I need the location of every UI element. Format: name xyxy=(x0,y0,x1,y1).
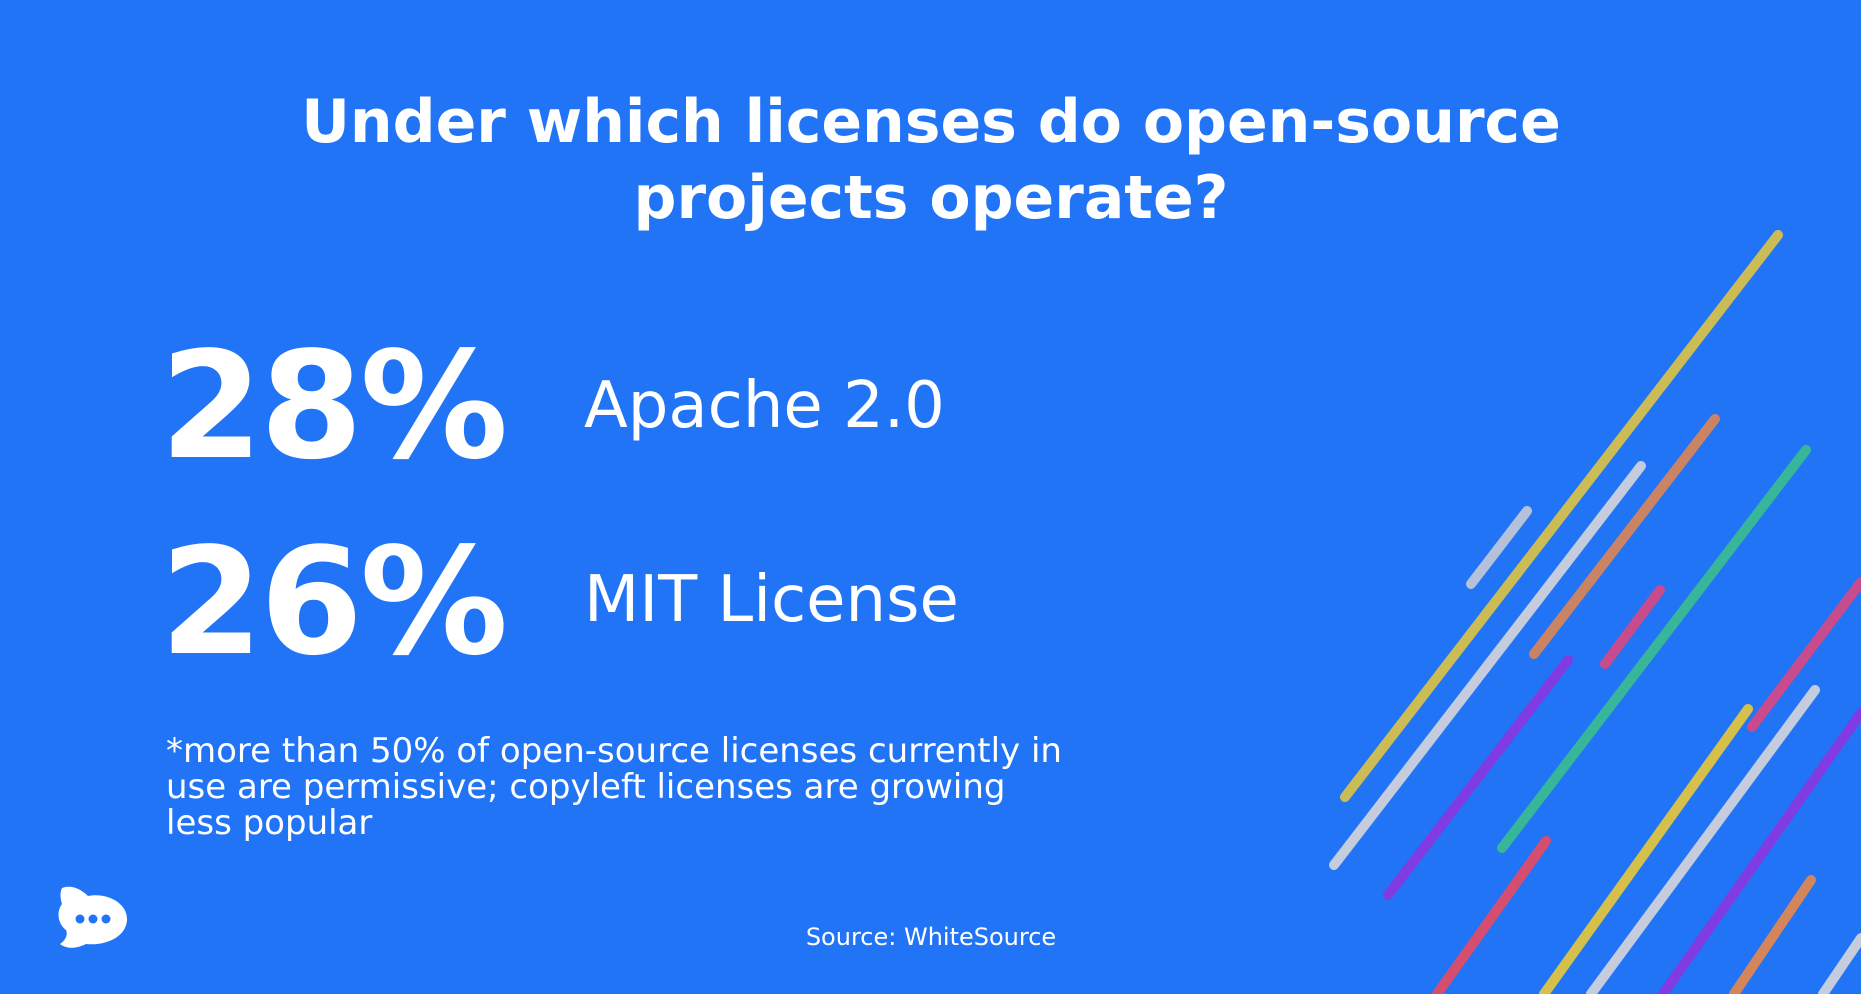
decorative-lines xyxy=(1329,230,1861,994)
logo-dot xyxy=(75,914,85,924)
deco-line xyxy=(1432,836,1551,994)
deco-line xyxy=(1586,685,1820,994)
footnote-line: less popular xyxy=(166,803,372,843)
stat-value: 28% xyxy=(160,320,505,492)
deco-line xyxy=(1329,461,1646,870)
stat-label: MIT License xyxy=(584,563,959,637)
title-line: Under which licenses do open-source xyxy=(301,87,1561,157)
source: Source: WhiteSource xyxy=(806,923,1056,951)
deco-line xyxy=(1818,933,1861,994)
deco-line xyxy=(1340,230,1783,802)
deco-line xyxy=(1497,445,1811,853)
deco-line xyxy=(1729,875,1816,994)
deco-line xyxy=(1539,704,1753,994)
title-line: projects operate? xyxy=(634,163,1229,233)
stat-label: Apache 2.0 xyxy=(584,369,945,443)
deco-line xyxy=(1658,708,1861,994)
deco-line xyxy=(1383,655,1573,900)
deco-line xyxy=(1600,585,1665,669)
logo-dot xyxy=(101,914,111,924)
logo-dot xyxy=(88,914,98,924)
logo xyxy=(58,886,128,948)
stat-value: 26% xyxy=(160,516,505,688)
deco-line xyxy=(1747,577,1861,732)
deco-line xyxy=(1466,506,1532,589)
deco-line xyxy=(1529,414,1720,659)
footnote-line: use are permissive; copyleft licenses ar… xyxy=(166,767,1005,807)
footnote-line: *more than 50% of open-source licenses c… xyxy=(166,731,1062,771)
